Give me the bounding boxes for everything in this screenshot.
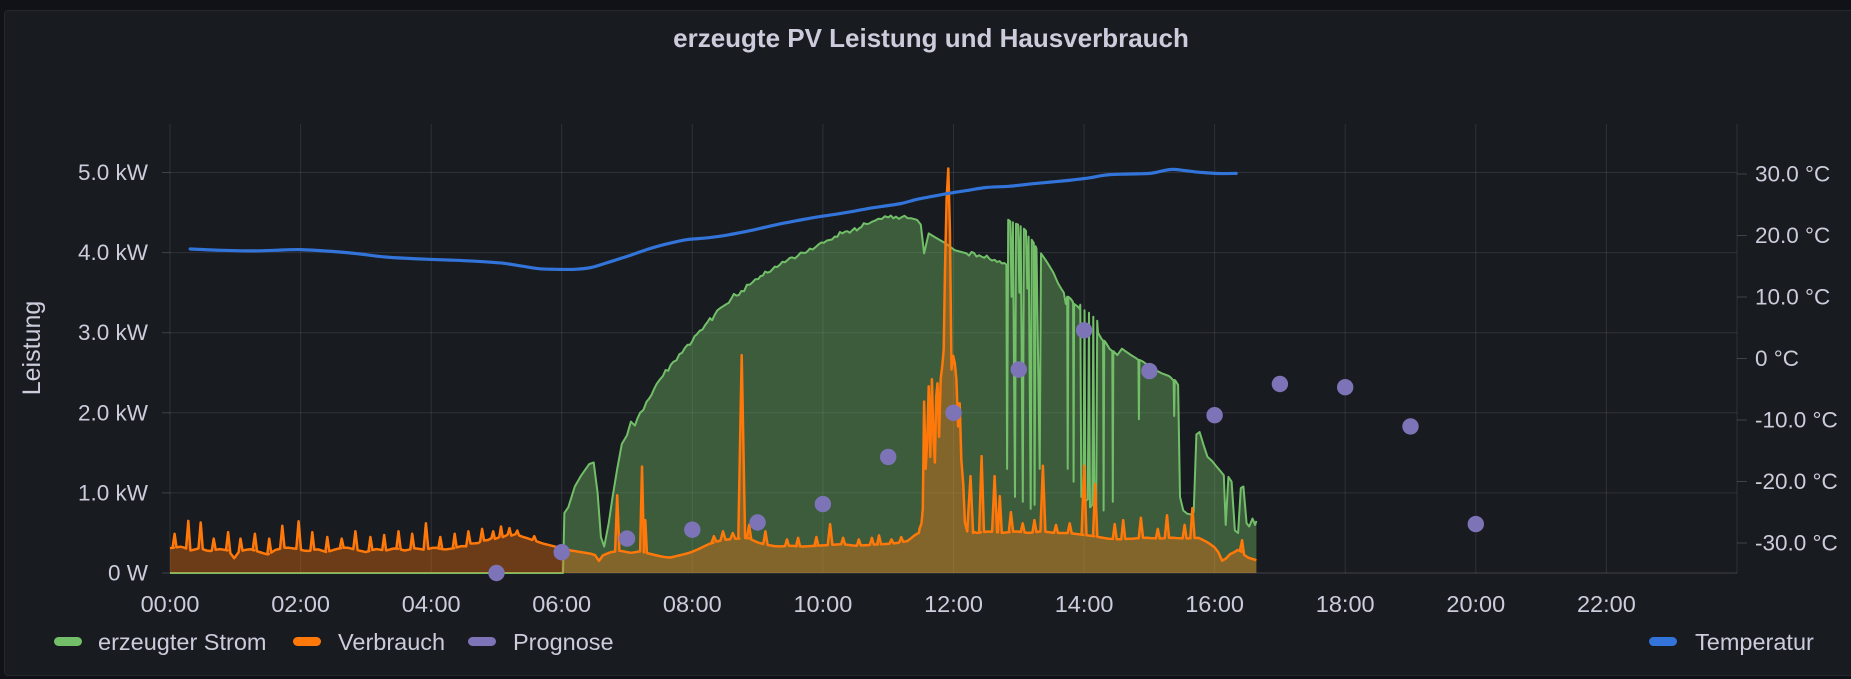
svg-text:Prognose: Prognose [513, 629, 614, 655]
svg-text:18:00: 18:00 [1316, 591, 1375, 617]
svg-text:0 W: 0 W [108, 561, 149, 586]
svg-text:-30.0 °C: -30.0 °C [1755, 531, 1838, 556]
svg-text:1.0 kW: 1.0 kW [78, 480, 149, 505]
svg-text:14:00: 14:00 [1055, 591, 1114, 617]
svg-text:00:00: 00:00 [141, 591, 200, 617]
svg-text:08:00: 08:00 [663, 591, 722, 617]
svg-text:erzeugte PV Leistung und Hausv: erzeugte PV Leistung und Hausverbrauch [673, 23, 1189, 53]
svg-text:-10.0 °C: -10.0 °C [1755, 408, 1838, 433]
svg-text:16:00: 16:00 [1185, 591, 1244, 617]
svg-text:3.0 kW: 3.0 kW [78, 320, 149, 345]
svg-text:30.0 °C: 30.0 °C [1755, 162, 1830, 187]
svg-text:-20.0 °C: -20.0 °C [1755, 469, 1838, 494]
svg-text:10:00: 10:00 [793, 591, 852, 617]
svg-text:06:00: 06:00 [532, 591, 591, 617]
svg-text:12:00: 12:00 [924, 591, 983, 617]
svg-text:0 °C: 0 °C [1755, 346, 1799, 371]
svg-text:22:00: 22:00 [1577, 591, 1636, 617]
svg-text:4.0 kW: 4.0 kW [78, 240, 149, 265]
svg-text:5.0 kW: 5.0 kW [78, 160, 149, 185]
svg-text:10.0 °C: 10.0 °C [1755, 285, 1830, 310]
svg-text:02:00: 02:00 [271, 591, 330, 617]
svg-text:2.0 kW: 2.0 kW [78, 400, 149, 425]
svg-text:Verbrauch: Verbrauch [338, 629, 445, 655]
svg-text:20:00: 20:00 [1446, 591, 1505, 617]
svg-text:erzeugter Strom: erzeugter Strom [98, 629, 266, 655]
svg-text:20.0 °C: 20.0 °C [1755, 223, 1830, 248]
svg-text:Leistung: Leistung [18, 301, 46, 396]
svg-text:04:00: 04:00 [402, 591, 461, 617]
svg-text:Temperatur: Temperatur [1695, 629, 1814, 655]
